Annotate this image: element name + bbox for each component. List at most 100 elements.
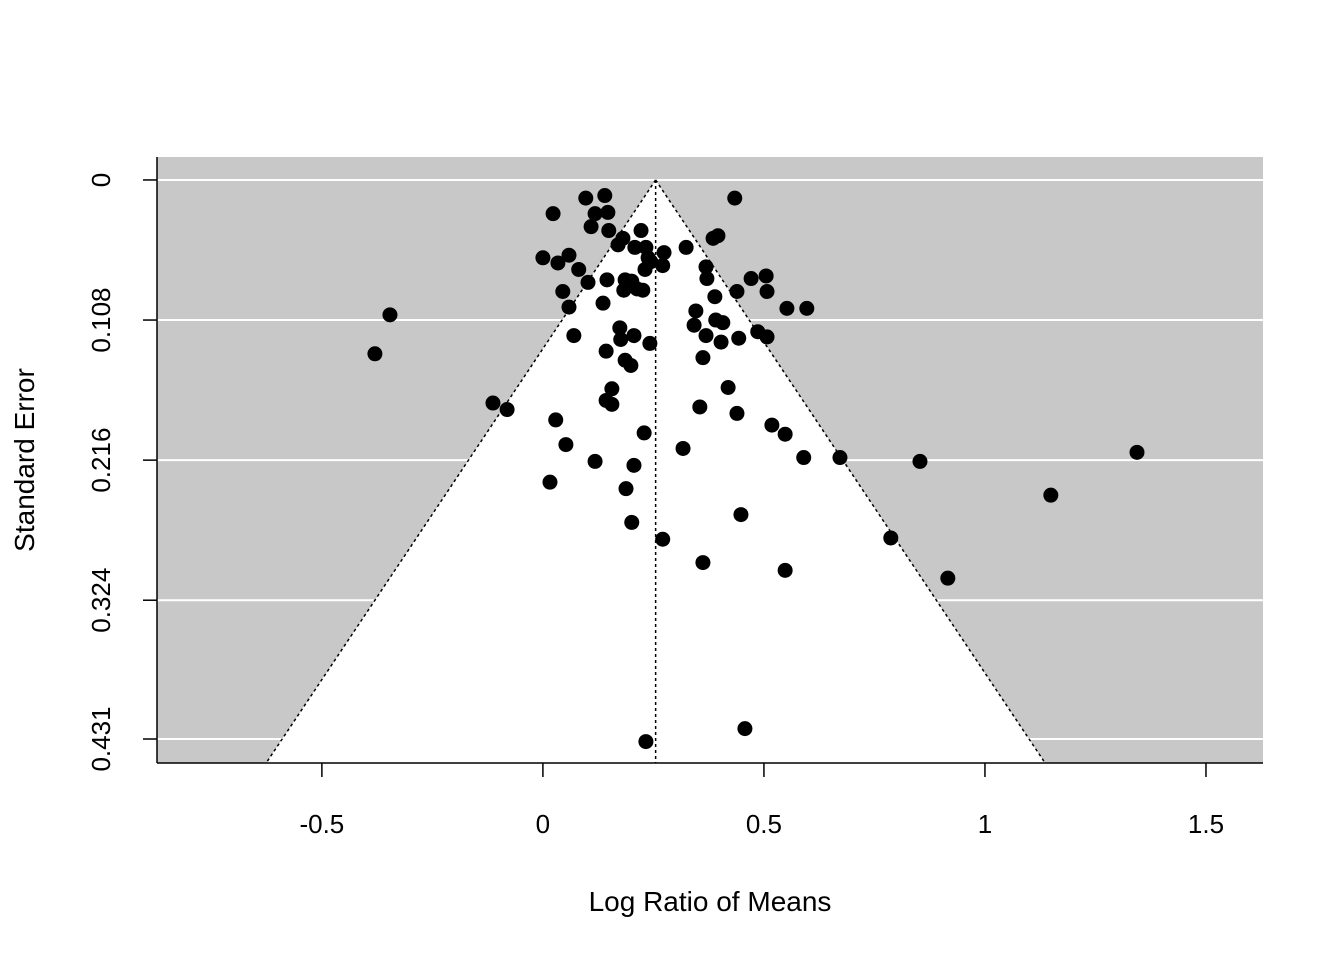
data-point bbox=[624, 514, 640, 530]
y-tick-label: 0.108 bbox=[86, 288, 116, 353]
x-tick-label: 1 bbox=[978, 809, 992, 839]
data-point bbox=[550, 255, 566, 271]
data-point bbox=[613, 332, 629, 348]
data-point bbox=[799, 300, 815, 316]
y-tick-label: 0.324 bbox=[86, 568, 116, 633]
data-point bbox=[675, 440, 691, 456]
data-point bbox=[707, 289, 723, 305]
data-point bbox=[604, 396, 620, 412]
data-point bbox=[623, 357, 639, 373]
data-point bbox=[561, 299, 577, 315]
data-point bbox=[655, 258, 671, 274]
data-point bbox=[566, 328, 582, 344]
data-point bbox=[600, 204, 616, 220]
y-tick-label: 0.431 bbox=[86, 706, 116, 771]
data-point bbox=[688, 303, 704, 319]
data-point bbox=[555, 284, 571, 300]
data-point bbox=[597, 188, 613, 204]
data-point bbox=[777, 562, 793, 578]
data-points bbox=[367, 188, 1145, 750]
data-point bbox=[595, 295, 611, 311]
data-point bbox=[695, 350, 711, 366]
data-point bbox=[695, 555, 711, 571]
data-point bbox=[545, 206, 561, 222]
data-point bbox=[583, 219, 599, 235]
data-point bbox=[720, 379, 736, 395]
data-point bbox=[692, 399, 708, 415]
data-point bbox=[485, 395, 501, 411]
y-axis-label: Standard Error bbox=[9, 368, 40, 552]
y-tick-label: 0.216 bbox=[86, 428, 116, 493]
data-point bbox=[610, 237, 626, 253]
data-point bbox=[635, 282, 651, 298]
data-point bbox=[713, 334, 729, 350]
data-point bbox=[759, 329, 775, 345]
data-point bbox=[678, 239, 694, 255]
axes: -0.5 0 0.5 1 1.5 0 0.108 0.216 0.324 0.431 bbox=[86, 157, 1263, 839]
data-point bbox=[548, 412, 564, 428]
data-point bbox=[558, 437, 574, 453]
data-point bbox=[731, 330, 747, 346]
data-point bbox=[626, 457, 642, 473]
data-point bbox=[777, 426, 793, 442]
data-point bbox=[499, 402, 515, 418]
data-point bbox=[759, 284, 775, 300]
data-point bbox=[627, 239, 643, 255]
data-point bbox=[612, 320, 628, 336]
data-point bbox=[382, 307, 398, 323]
data-point bbox=[729, 405, 745, 421]
data-point bbox=[633, 223, 649, 239]
data-point bbox=[764, 417, 780, 433]
data-point bbox=[1129, 444, 1145, 460]
x-tick-label: 1.5 bbox=[1188, 809, 1224, 839]
x-tick-label: 0.5 bbox=[746, 809, 782, 839]
data-point bbox=[779, 300, 795, 316]
data-point bbox=[636, 425, 652, 441]
data-point bbox=[642, 335, 658, 351]
data-point bbox=[883, 530, 899, 546]
data-point bbox=[698, 328, 714, 344]
y-tick-label: 0 bbox=[86, 173, 116, 187]
data-point bbox=[1043, 487, 1059, 503]
data-point bbox=[737, 721, 753, 737]
data-point bbox=[598, 343, 614, 359]
data-point bbox=[655, 531, 671, 547]
funnel-right-boundary bbox=[655, 179, 1046, 764]
data-point bbox=[710, 228, 726, 244]
data-point bbox=[587, 453, 603, 469]
data-point bbox=[638, 734, 654, 750]
data-point bbox=[656, 245, 672, 261]
data-point bbox=[580, 274, 596, 290]
data-point bbox=[604, 381, 620, 397]
data-point bbox=[618, 481, 634, 497]
data-point bbox=[686, 317, 702, 333]
data-point bbox=[616, 282, 632, 298]
data-point bbox=[796, 450, 812, 466]
data-point bbox=[912, 453, 928, 469]
data-point bbox=[640, 250, 656, 266]
data-point bbox=[699, 271, 715, 287]
data-point bbox=[698, 259, 714, 275]
data-point bbox=[832, 450, 848, 466]
x-tick-label: -0.5 bbox=[299, 809, 344, 839]
data-point bbox=[561, 247, 577, 263]
data-point bbox=[743, 271, 759, 287]
data-point bbox=[367, 346, 383, 362]
data-point bbox=[715, 315, 731, 331]
data-point bbox=[542, 474, 558, 490]
data-point bbox=[535, 250, 551, 266]
data-point bbox=[758, 268, 774, 284]
data-point bbox=[601, 223, 617, 239]
x-axis-label: Log Ratio of Means bbox=[589, 886, 832, 917]
data-point bbox=[729, 284, 745, 300]
data-point bbox=[578, 190, 594, 206]
data-point bbox=[599, 272, 615, 288]
data-point bbox=[587, 206, 603, 222]
funnel-triangle bbox=[266, 179, 1046, 763]
data-point bbox=[571, 261, 587, 277]
data-point bbox=[727, 190, 743, 206]
data-point bbox=[626, 328, 642, 344]
data-point bbox=[733, 507, 749, 523]
data-point bbox=[940, 570, 956, 586]
